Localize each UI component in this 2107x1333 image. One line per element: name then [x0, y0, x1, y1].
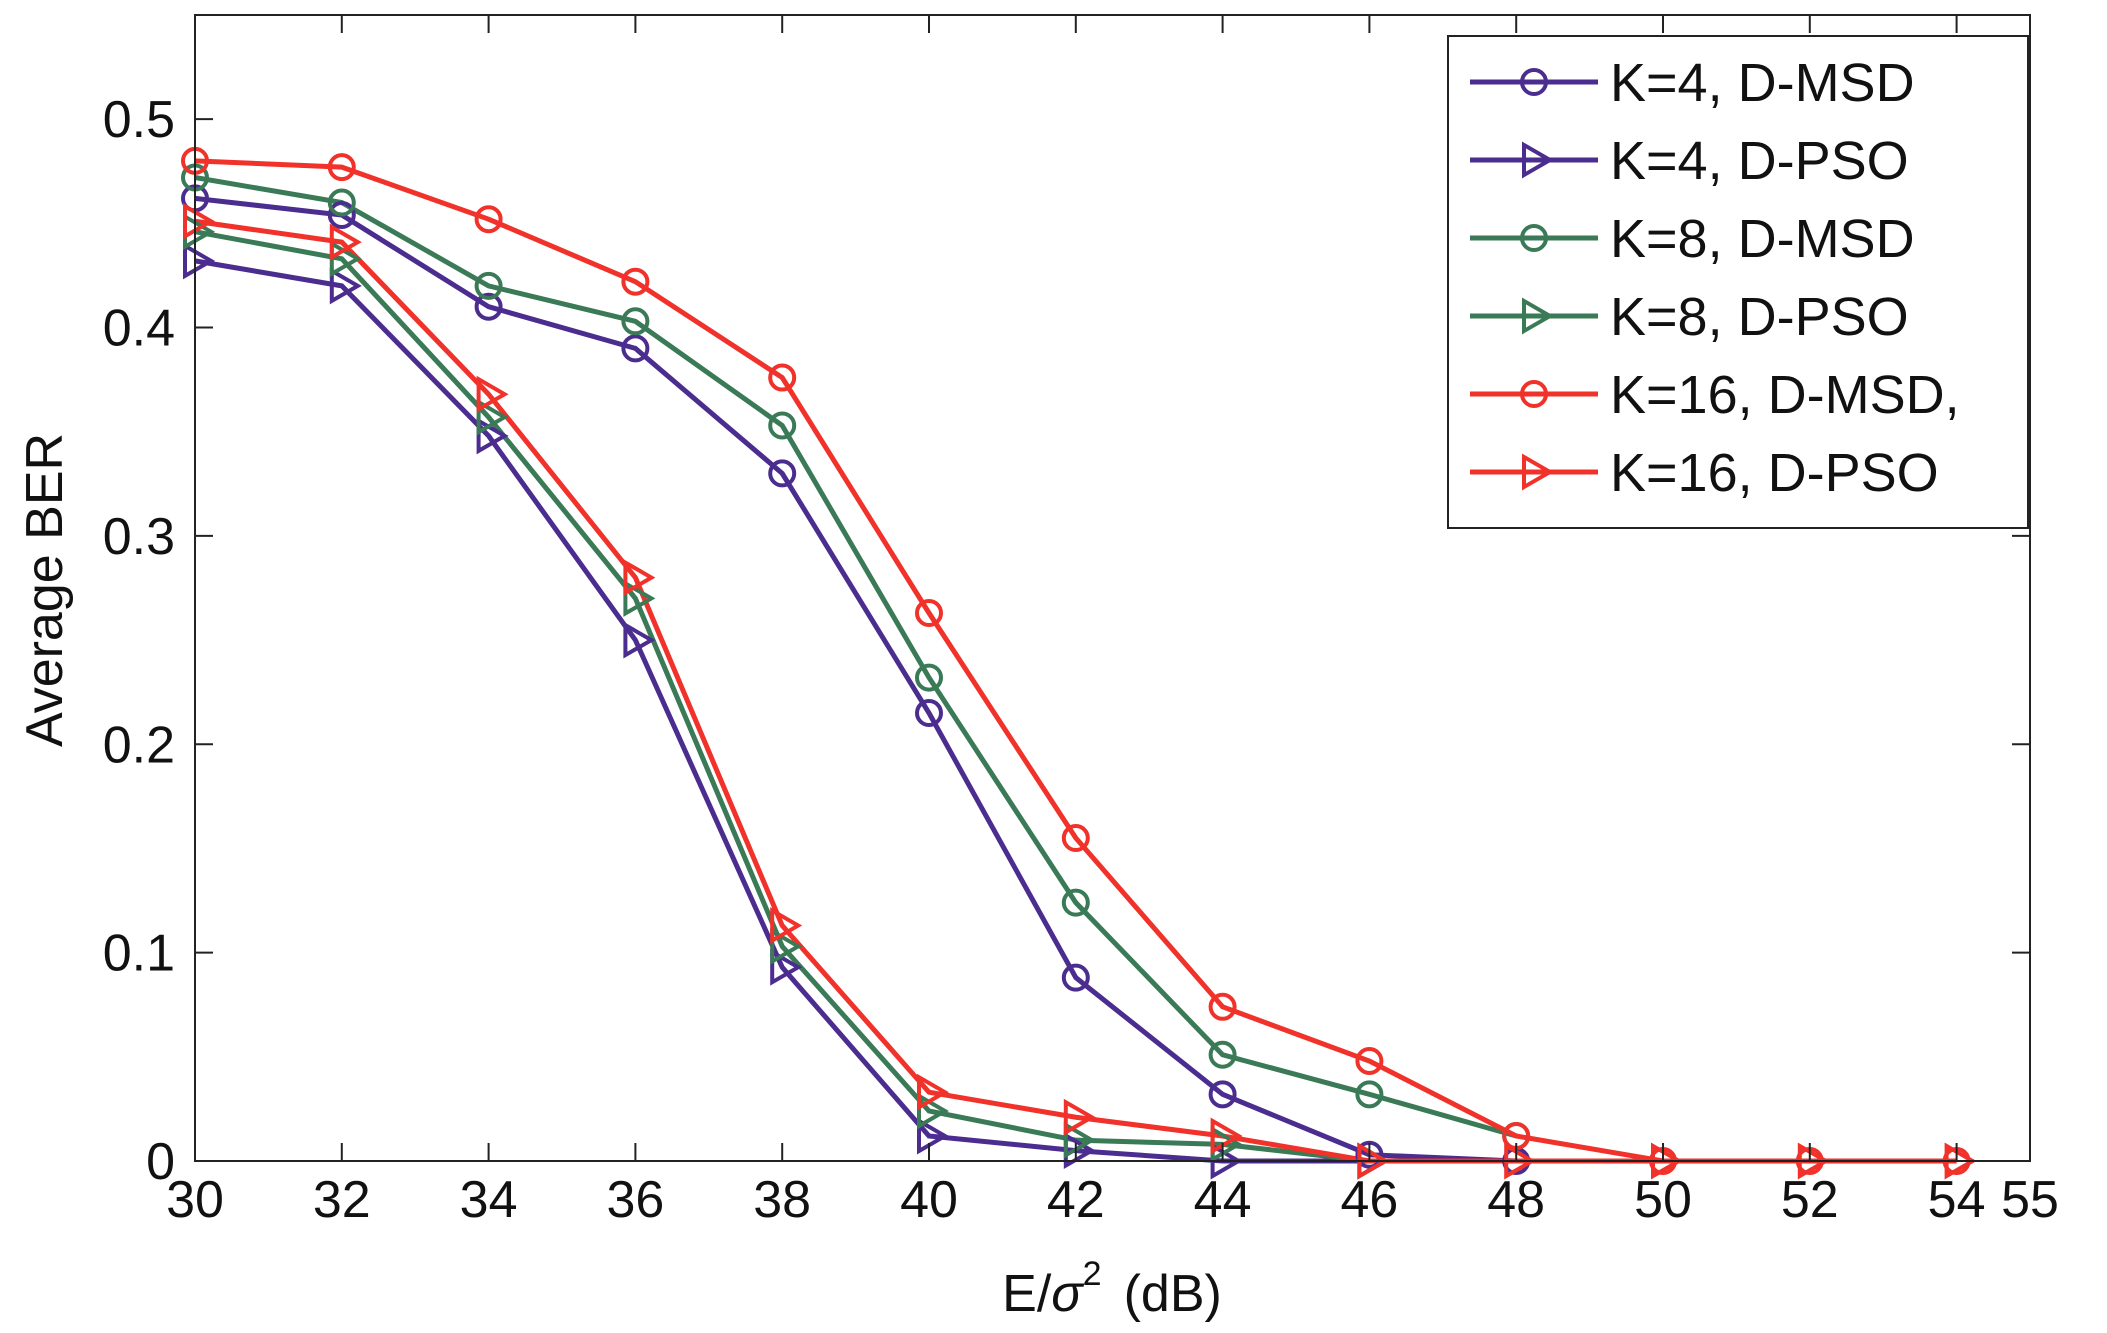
data-point-series-1 — [327, 201, 356, 230]
data-point-series-2 — [917, 1117, 950, 1155]
legend-label-5: K=16, D-MSD, — [1610, 365, 1960, 425]
plot-lines — [194, 158, 1957, 1164]
x-tick-label: 40 — [900, 1171, 958, 1229]
data-point-series-6 — [917, 1073, 950, 1111]
series-line-1 — [194, 195, 1517, 1164]
x-axis-label-unit: (dB) — [1124, 1265, 1222, 1323]
data-point-series-4 — [770, 927, 803, 965]
x-tick-label: 42 — [1047, 1171, 1105, 1229]
x-tick-label: 36 — [606, 1171, 664, 1229]
legend-marker-1 — [1520, 68, 1548, 96]
y-tick-label: 0.5 — [103, 91, 175, 149]
x-axis-label-main: E/ — [1002, 1265, 1052, 1323]
legend-label-6: K=16, D-PSO — [1610, 443, 1939, 503]
x-tick-label: 46 — [1340, 1171, 1398, 1229]
x-tick-label: 38 — [753, 1171, 811, 1229]
y-tick-label: 0.2 — [103, 716, 175, 774]
legend-marker-2 — [1522, 141, 1555, 179]
data-point-series-1 — [621, 334, 650, 363]
y-tick-label: 0.4 — [103, 300, 175, 358]
x-tick-label: 32 — [313, 1171, 371, 1229]
legend-marker-6 — [1522, 453, 1555, 491]
data-point-series-5 — [1355, 1046, 1384, 1075]
data-point-series-3 — [1208, 1040, 1237, 1069]
y-tick-label: 0 — [146, 1133, 175, 1191]
x-axis-label-sigma: σ — [1051, 1265, 1084, 1323]
x-axis-ticks: 30 32 34 36 38 40 42 44 46 48 50 52 54 55 — [166, 15, 2059, 1229]
y-axis-label: Average BER — [16, 433, 74, 747]
data-point-series-3 — [1061, 888, 1090, 917]
data-point-series-5 — [474, 205, 503, 234]
data-point-series-6 — [329, 223, 362, 261]
data-point-series-6 — [476, 375, 509, 413]
data-point-series-2 — [770, 948, 803, 986]
data-point-series-3 — [768, 411, 797, 440]
data-point-series-1 — [474, 292, 503, 321]
data-point-series-4 — [476, 398, 509, 436]
data-point-series-5 — [621, 267, 650, 296]
data-point-series-5 — [768, 363, 797, 392]
data-point-series-6 — [183, 202, 216, 240]
legend: K=4, D-MSD K=4, D-PSO K=8, D-MSD K=8, D-PSO… — [1447, 35, 2029, 529]
series-line-4 — [194, 229, 1370, 1164]
data-point-series-2 — [329, 267, 362, 305]
data-point-series-5 — [915, 599, 943, 628]
data-point-series-5 — [1208, 992, 1237, 1021]
x-tick-label: 52 — [1781, 1171, 1839, 1229]
data-point-series-1 — [1208, 1080, 1237, 1109]
data-point-series-3 — [621, 307, 650, 336]
y-axis-ticks: 0 0.1 0.2 0.3 0.4 0.5 — [103, 91, 2030, 1191]
x-tick-label: 30 — [166, 1171, 224, 1229]
y-tick-label: 0.3 — [103, 508, 175, 566]
legend-marker-4 — [1522, 297, 1555, 335]
legend-label-4: K=8, D-PSO — [1610, 287, 1909, 347]
x-axis-label-exponent: 2 — [1083, 1255, 1102, 1293]
series-line-3 — [194, 175, 1517, 1139]
x-tick-label: 50 — [1634, 1171, 1692, 1229]
data-point-series-1 — [915, 699, 943, 728]
plot-markers — [181, 146, 1977, 1180]
data-point-series-6 — [1063, 1098, 1096, 1136]
x-tick-label: 54 — [1928, 1171, 1986, 1229]
data-point-series-1 — [768, 459, 797, 488]
legend-marker-3 — [1520, 224, 1548, 252]
x-axis-label: E/σ2 (dB) — [1002, 1255, 1222, 1323]
data-point-series-5 — [327, 153, 356, 182]
legend-marker-5 — [1520, 380, 1548, 408]
data-point-series-4 — [623, 579, 656, 617]
y-tick-label: 0.1 — [103, 925, 175, 983]
data-point-series-3 — [915, 663, 943, 692]
series-line-2 — [194, 258, 1370, 1164]
x-tick-label: 34 — [460, 1171, 518, 1229]
data-point-series-6 — [770, 907, 803, 945]
data-point-series-6 — [1210, 1117, 1243, 1155]
data-point-series-5 — [1061, 824, 1090, 853]
legend-label-3: K=8, D-MSD — [1610, 209, 1915, 269]
legend-label-2: K=4, D-PSO — [1610, 131, 1909, 191]
legend-label-1: K=4, D-MSD — [1610, 53, 1915, 113]
data-point-series-3 — [327, 188, 356, 217]
x-tick-label: 44 — [1194, 1171, 1252, 1229]
x-tick-label: 48 — [1487, 1171, 1545, 1229]
data-point-series-4 — [1063, 1121, 1096, 1159]
data-point-series-3 — [1355, 1080, 1384, 1109]
data-point-series-6 — [623, 559, 656, 597]
x-tick-label: 55 — [2001, 1171, 2059, 1229]
plot-frame — [194, 14, 2031, 1162]
data-point-series-1 — [1061, 963, 1090, 992]
legend-box — [1447, 35, 2029, 529]
data-point-series-2 — [623, 621, 656, 659]
data-point-series-4 — [917, 1092, 950, 1130]
data-point-series-2 — [476, 417, 509, 455]
data-point-series-2 — [183, 242, 216, 280]
data-point-series-3 — [474, 271, 503, 300]
